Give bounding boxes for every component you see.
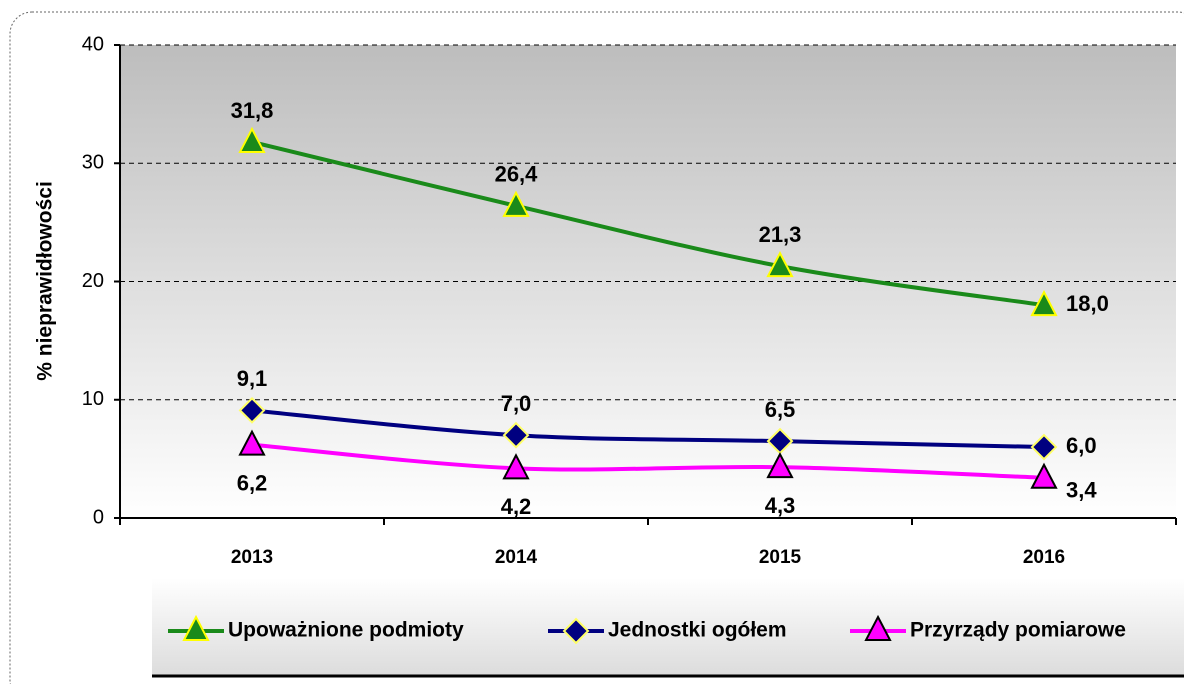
data-label: 3,4 (1066, 478, 1097, 503)
marker (502, 190, 530, 217)
data-label: 6,2 (237, 470, 268, 495)
x-tick-label: 2016 (1023, 547, 1065, 568)
y-tick-label: 10 (82, 388, 104, 410)
marker (502, 421, 530, 449)
legend-label: Przyrządy pomiarowe (910, 619, 1126, 642)
x-tick-label: 2013 (231, 547, 273, 568)
x-tick-label: 2015 (759, 547, 802, 568)
marker (1030, 462, 1058, 489)
y-tick-label: 40 (82, 33, 104, 55)
data-label: 4,2 (501, 494, 532, 519)
data-label: 4,3 (765, 493, 796, 518)
legend-label: Upoważnione podmioty (228, 619, 464, 642)
data-label: 26,4 (495, 162, 539, 187)
series-line (251, 140, 1045, 308)
x-tick-label: 2014 (495, 547, 538, 568)
data-label: 6,5 (765, 397, 796, 422)
marker (502, 453, 530, 480)
y-tick-label: 20 (82, 270, 104, 292)
marker (238, 429, 266, 456)
data-label: 18,0 (1066, 291, 1109, 316)
y-axis-label: % nieprawidłowości (34, 181, 57, 381)
data-label: 31,8 (231, 98, 274, 123)
marker (766, 250, 794, 278)
data-label: 21,3 (759, 222, 802, 247)
marker (1030, 433, 1058, 461)
data-label: 9,1 (237, 366, 268, 391)
marker (1030, 289, 1058, 317)
marker (766, 451, 794, 479)
marker (238, 126, 266, 153)
marker (182, 614, 210, 641)
y-tick-label: 0 (93, 506, 104, 528)
data-label: 7,0 (501, 391, 532, 416)
marker (562, 617, 590, 645)
marker (864, 614, 892, 641)
data-label: 6,0 (1066, 433, 1097, 458)
marker (238, 396, 266, 424)
y-tick-label: 30 (82, 152, 104, 174)
series-line (251, 408, 1045, 450)
legend-box (152, 578, 1184, 676)
legend-label: Jednostki ogółem (608, 619, 787, 642)
series-line (251, 442, 1045, 480)
